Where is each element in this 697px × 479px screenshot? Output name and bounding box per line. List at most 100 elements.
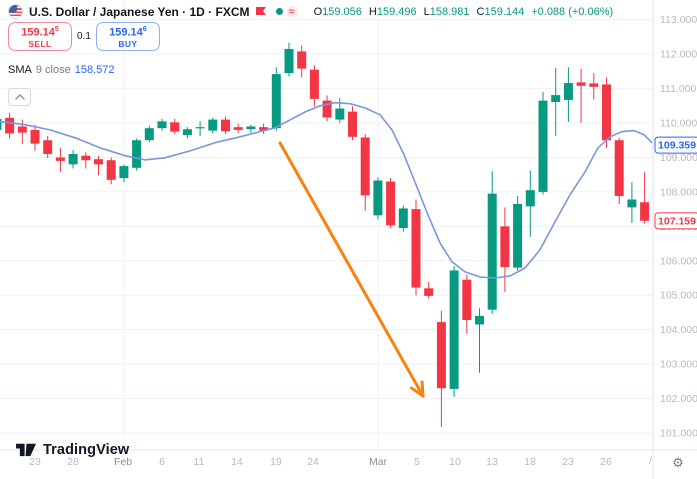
time-axis[interactable]: 23 28 Feb 6 11 14 19 24 Mar 5 10 13 18 23 26 bbox=[29, 456, 612, 468]
low-label: L bbox=[423, 5, 430, 18]
candle-body bbox=[386, 181, 396, 226]
ohlc-readout: O159.056 H159.496 L158.981 C159.144 +0.0… bbox=[314, 6, 614, 18]
candle-body bbox=[513, 203, 523, 268]
candle-body bbox=[157, 121, 167, 129]
candle-body bbox=[525, 190, 535, 207]
price-axis-label: 104.000 bbox=[660, 324, 697, 336]
price-axis-label: 105.000 bbox=[660, 290, 697, 302]
candle-body bbox=[348, 111, 357, 137]
candle-body bbox=[449, 270, 459, 389]
candle-body bbox=[94, 159, 103, 165]
candle-body bbox=[208, 119, 218, 131]
sell-price-sup: 5 bbox=[54, 25, 59, 33]
candle-body bbox=[360, 137, 370, 196]
close-label: C bbox=[476, 5, 485, 18]
time-axis-label: Feb bbox=[114, 456, 132, 468]
last-price-badge: 107.159 bbox=[654, 212, 697, 230]
candle-body bbox=[132, 140, 142, 168]
time-axis-label: 10 bbox=[449, 456, 461, 468]
candle-body bbox=[411, 209, 421, 288]
time-axis-label: 26 bbox=[600, 456, 612, 468]
market-status-indicator[interactable]: ≈ bbox=[271, 4, 302, 19]
candle-body bbox=[144, 128, 154, 141]
price-axis-label: 103.000 bbox=[660, 359, 697, 371]
market-status-squiggle-icon: ≈ bbox=[285, 5, 298, 18]
candle-body bbox=[475, 315, 484, 325]
candle-body bbox=[322, 100, 332, 118]
time-axis-label: 14 bbox=[231, 456, 243, 468]
flag-bookmark-icon[interactable] bbox=[255, 6, 266, 18]
candle-body bbox=[5, 117, 15, 134]
market-open-dot-icon bbox=[275, 8, 283, 15]
time-axis-label: 23 bbox=[562, 456, 574, 468]
candle-body bbox=[436, 322, 446, 389]
time-axis-label: 19 bbox=[270, 456, 282, 468]
sell-label: SELL bbox=[28, 39, 52, 50]
symbol-flag-icon bbox=[8, 4, 23, 19]
indicator-legend[interactable]: SMA 9 close 158.572 bbox=[8, 64, 114, 76]
candle-body bbox=[259, 127, 269, 131]
tradingview-logo-mark-icon bbox=[16, 443, 36, 457]
candle-body bbox=[602, 84, 611, 141]
time-axis-label: 13 bbox=[486, 456, 498, 468]
candle-body bbox=[68, 154, 78, 165]
sma-line[interactable] bbox=[0, 101, 653, 279]
candle-body bbox=[271, 74, 281, 129]
sma-value-badge: 109.359 bbox=[654, 136, 697, 154]
candle-body bbox=[398, 208, 408, 229]
price-axis-label: 110.000 bbox=[660, 118, 697, 130]
time-axis-label: 24 bbox=[307, 456, 319, 468]
collapse-legend-button[interactable] bbox=[8, 88, 31, 106]
indicator-params: 9 close bbox=[35, 64, 71, 76]
time-axis-label: 11 bbox=[194, 456, 205, 468]
candle-body bbox=[373, 180, 383, 216]
candle-body bbox=[462, 279, 472, 321]
sell-button[interactable]: 159.145 SELL bbox=[8, 22, 72, 51]
price-axis-label: 106.000 bbox=[660, 255, 697, 267]
candle-body bbox=[119, 166, 129, 179]
candle-body bbox=[335, 108, 345, 120]
candle-body bbox=[640, 202, 650, 221]
tradingview-logo[interactable]: TradingView bbox=[16, 440, 129, 459]
close-value: 159.144 bbox=[484, 5, 525, 18]
axis-settings-gear-icon[interactable]: ⚙ bbox=[666, 452, 690, 474]
buy-button[interactable]: 159.146 BUY bbox=[95, 22, 160, 51]
candle-body bbox=[589, 83, 599, 87]
candle-body bbox=[563, 83, 573, 100]
candle-body bbox=[614, 140, 624, 197]
open-label: O bbox=[313, 5, 323, 18]
time-axis-label: 18 bbox=[524, 456, 536, 468]
candle-body bbox=[284, 48, 294, 74]
indicator-name: SMA bbox=[8, 64, 32, 76]
low-value: 158.981 bbox=[429, 5, 470, 18]
timezone-divider: / bbox=[649, 456, 652, 467]
price-axis-label: 111.000 bbox=[660, 83, 697, 95]
quantity-field[interactable]: 0.1 bbox=[77, 31, 91, 42]
candle-body bbox=[233, 127, 243, 130]
trade-panel: 159.145 SELL 0.1 159.146 BUY bbox=[8, 22, 160, 51]
chevron-up-icon bbox=[14, 94, 25, 100]
candle-body bbox=[551, 95, 561, 103]
candle-body bbox=[309, 69, 319, 99]
open-value: 159.056 bbox=[322, 5, 362, 18]
time-axis-label: 6 bbox=[159, 456, 165, 468]
price-axis-label: 112.000 bbox=[660, 49, 697, 61]
sell-price: 159.14 bbox=[21, 26, 55, 39]
candle-body bbox=[106, 160, 116, 180]
svg-text:109.359: 109.359 bbox=[658, 140, 696, 152]
time-axis-label: 28 bbox=[67, 456, 79, 468]
candle-body bbox=[221, 119, 230, 132]
trend-arrow-annotation[interactable] bbox=[278, 141, 425, 398]
candle-body bbox=[627, 199, 637, 208]
grid-lines bbox=[0, 0, 653, 450]
candle-body bbox=[81, 155, 91, 161]
symbol-title[interactable]: U.S. Dollar / Japanese Yen · 1D · FXCM bbox=[29, 4, 250, 19]
candle-body bbox=[0, 118, 2, 130]
svg-text:107.159: 107.159 bbox=[658, 215, 696, 227]
indicator-value: 158.572 bbox=[74, 64, 115, 76]
candle-body bbox=[43, 140, 53, 155]
price-axis-label: 109.000 bbox=[660, 152, 697, 164]
candle-body bbox=[500, 226, 510, 267]
